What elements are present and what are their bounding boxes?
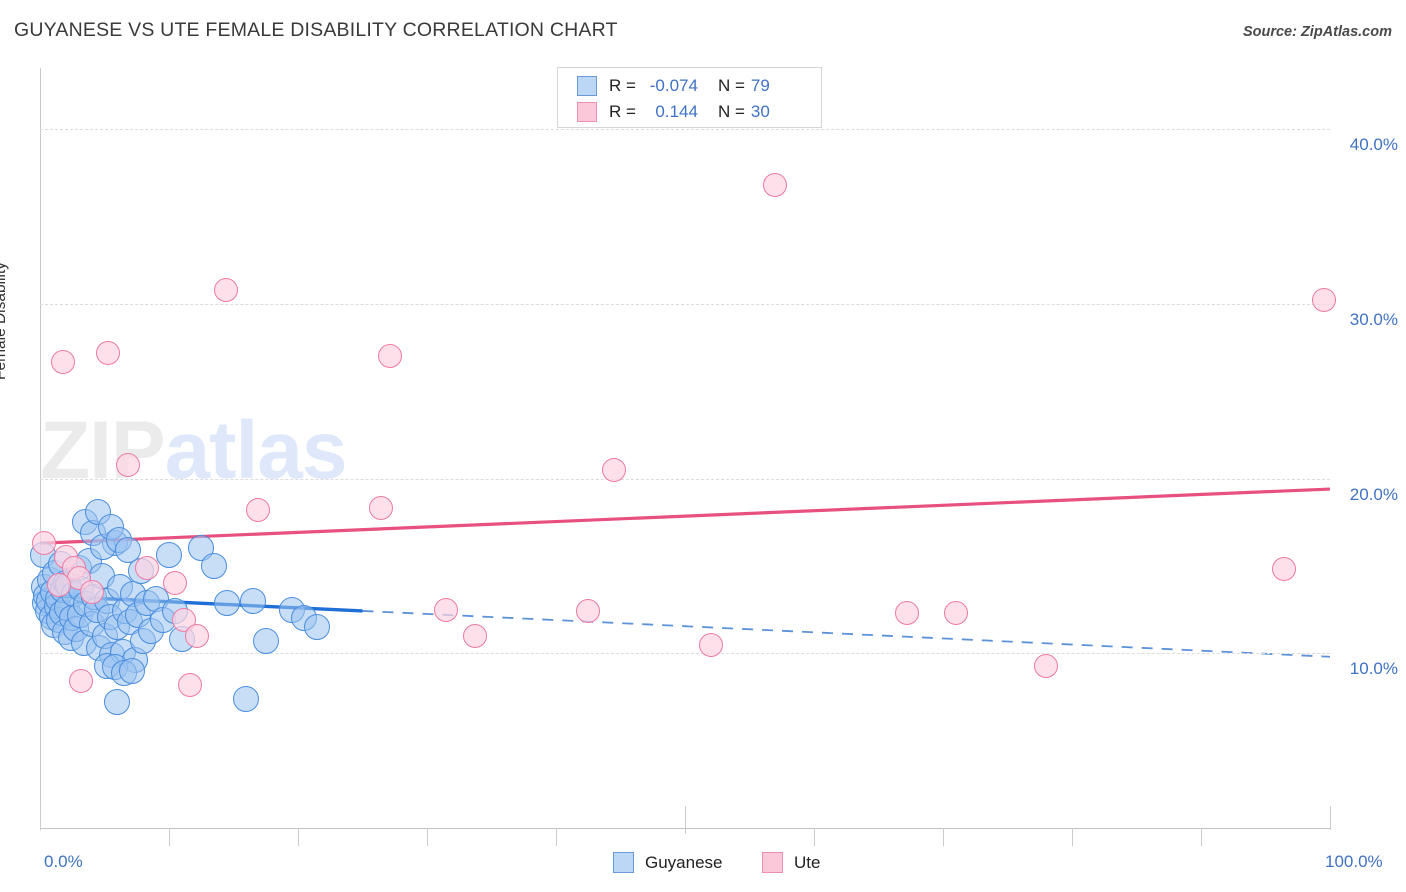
x-axis-tick (814, 828, 815, 846)
r-value: 0.144 (655, 102, 698, 121)
watermark-zip: ZIP (40, 405, 166, 496)
legend-swatch-ute-icon (762, 852, 783, 873)
scatter-point-ute[interactable] (177, 672, 202, 697)
x-axis-tick (1330, 806, 1331, 830)
scatter-point-ute[interactable] (163, 571, 188, 596)
legend-swatch-guyanese-icon (613, 852, 634, 873)
scatter-point-ute[interactable] (368, 496, 393, 521)
x-axis-tick (1201, 828, 1202, 846)
gridline (40, 478, 1330, 480)
scatter-point-ute[interactable] (79, 580, 104, 605)
scatter-point-ute[interactable] (69, 669, 94, 694)
x-axis-tick-label-min: 0.0% (44, 852, 83, 871)
scatter-point-ute[interactable] (31, 531, 56, 556)
source-attribution: Source: ZipAtlas.com (1242, 24, 1392, 40)
scatter-point-ute[interactable] (763, 173, 788, 198)
scatter-point-ute[interactable] (377, 344, 402, 369)
x-axis-tick (40, 806, 41, 830)
n-value: 30 (750, 102, 770, 121)
scatter-point-ute[interactable] (894, 601, 919, 626)
zipatlas-watermark: ZIPatlas (40, 404, 348, 498)
y-axis-tick-label: 30.0% (1349, 309, 1398, 329)
scatter-point-ute[interactable] (943, 601, 968, 626)
stats-row-ute: R = 0.144 N = 30 (577, 99, 770, 125)
series-swatch-ute-icon (577, 102, 597, 122)
scatter-point-ute[interactable] (698, 632, 723, 657)
scatter-point-guyanese[interactable] (304, 614, 331, 641)
gridline (40, 129, 1330, 131)
r-label: R = (609, 102, 636, 121)
scatter-point-ute[interactable] (576, 599, 601, 624)
scatter-point-ute[interactable] (51, 349, 76, 374)
y-axis-tick-label: 20.0% (1349, 484, 1398, 504)
r-value: -0.074 (649, 76, 698, 95)
scatter-point-ute[interactable] (47, 573, 72, 598)
gridline (40, 653, 1330, 655)
watermark-atlas: atlas (164, 405, 348, 496)
scatter-plot-area: ZIPatlas (29, 68, 1336, 828)
scatter-point-guyanese[interactable] (156, 542, 182, 569)
scatter-point-ute[interactable] (602, 457, 627, 482)
correlation-stats-box: R = -0.074 N = 79 R = 0.144 N = 30 (557, 67, 822, 128)
scatter-point-ute[interactable] (462, 623, 487, 648)
trendlines (39, 487, 1331, 658)
scatter-point-guyanese[interactable] (104, 689, 131, 716)
scatter-point-guyanese[interactable] (118, 657, 145, 684)
x-axis-tick (556, 828, 557, 846)
legend-item-ute[interactable]: Ute (762, 852, 820, 873)
x-axis-tick (427, 828, 428, 846)
scatter-point-ute[interactable] (246, 498, 270, 523)
series-swatch-guyanese-icon (577, 76, 597, 96)
scatter-point-ute[interactable] (115, 452, 140, 477)
x-axis-tick (298, 828, 299, 846)
scatter-point-ute[interactable] (185, 623, 210, 648)
y-axis-tick-label: 40.0% (1349, 135, 1398, 155)
n-label: N = (717, 76, 745, 95)
n-value: 79 (750, 76, 770, 95)
scatter-point-guyanese[interactable] (233, 685, 260, 712)
stats-row-guyanese: R = -0.074 N = 79 (577, 73, 770, 99)
x-axis-tick (685, 806, 686, 834)
trendline-guyanese-dashed (362, 610, 1331, 658)
scatter-point-ute[interactable] (213, 277, 238, 302)
n-label: N = (717, 102, 745, 121)
x-axis-tick-label-max: 100.0% (1325, 852, 1383, 871)
x-axis-tick (169, 828, 170, 846)
scatter-point-ute[interactable] (434, 597, 459, 622)
y-axis-line (40, 68, 41, 828)
scatter-point-ute[interactable] (1034, 653, 1059, 678)
scatter-point-ute[interactable] (96, 340, 121, 365)
trendline-ute (39, 487, 1331, 545)
scatter-point-ute[interactable] (1311, 288, 1336, 313)
scatter-point-ute[interactable] (1271, 557, 1296, 582)
legend-label-guyanese: Guyanese (645, 852, 723, 872)
legend-item-guyanese[interactable]: Guyanese (613, 852, 723, 873)
scatter-point-guyanese[interactable] (214, 589, 241, 616)
x-axis-tick (1072, 828, 1073, 846)
y-axis-tick-label: 10.0% (1349, 659, 1398, 679)
scatter-point-guyanese[interactable] (239, 587, 266, 614)
r-label: R = (609, 76, 636, 95)
scatter-point-guyanese[interactable] (201, 552, 228, 579)
legend-label-ute: Ute (794, 852, 821, 872)
scatter-point-guyanese[interactable] (252, 628, 279, 655)
scatter-point-ute[interactable] (135, 555, 160, 580)
y-axis-title: Female Disability (0, 261, 9, 380)
page-title: GUYANESE VS UTE FEMALE DISABILITY CORREL… (14, 19, 618, 41)
gridline (40, 303, 1330, 305)
x-axis-tick (943, 828, 944, 846)
